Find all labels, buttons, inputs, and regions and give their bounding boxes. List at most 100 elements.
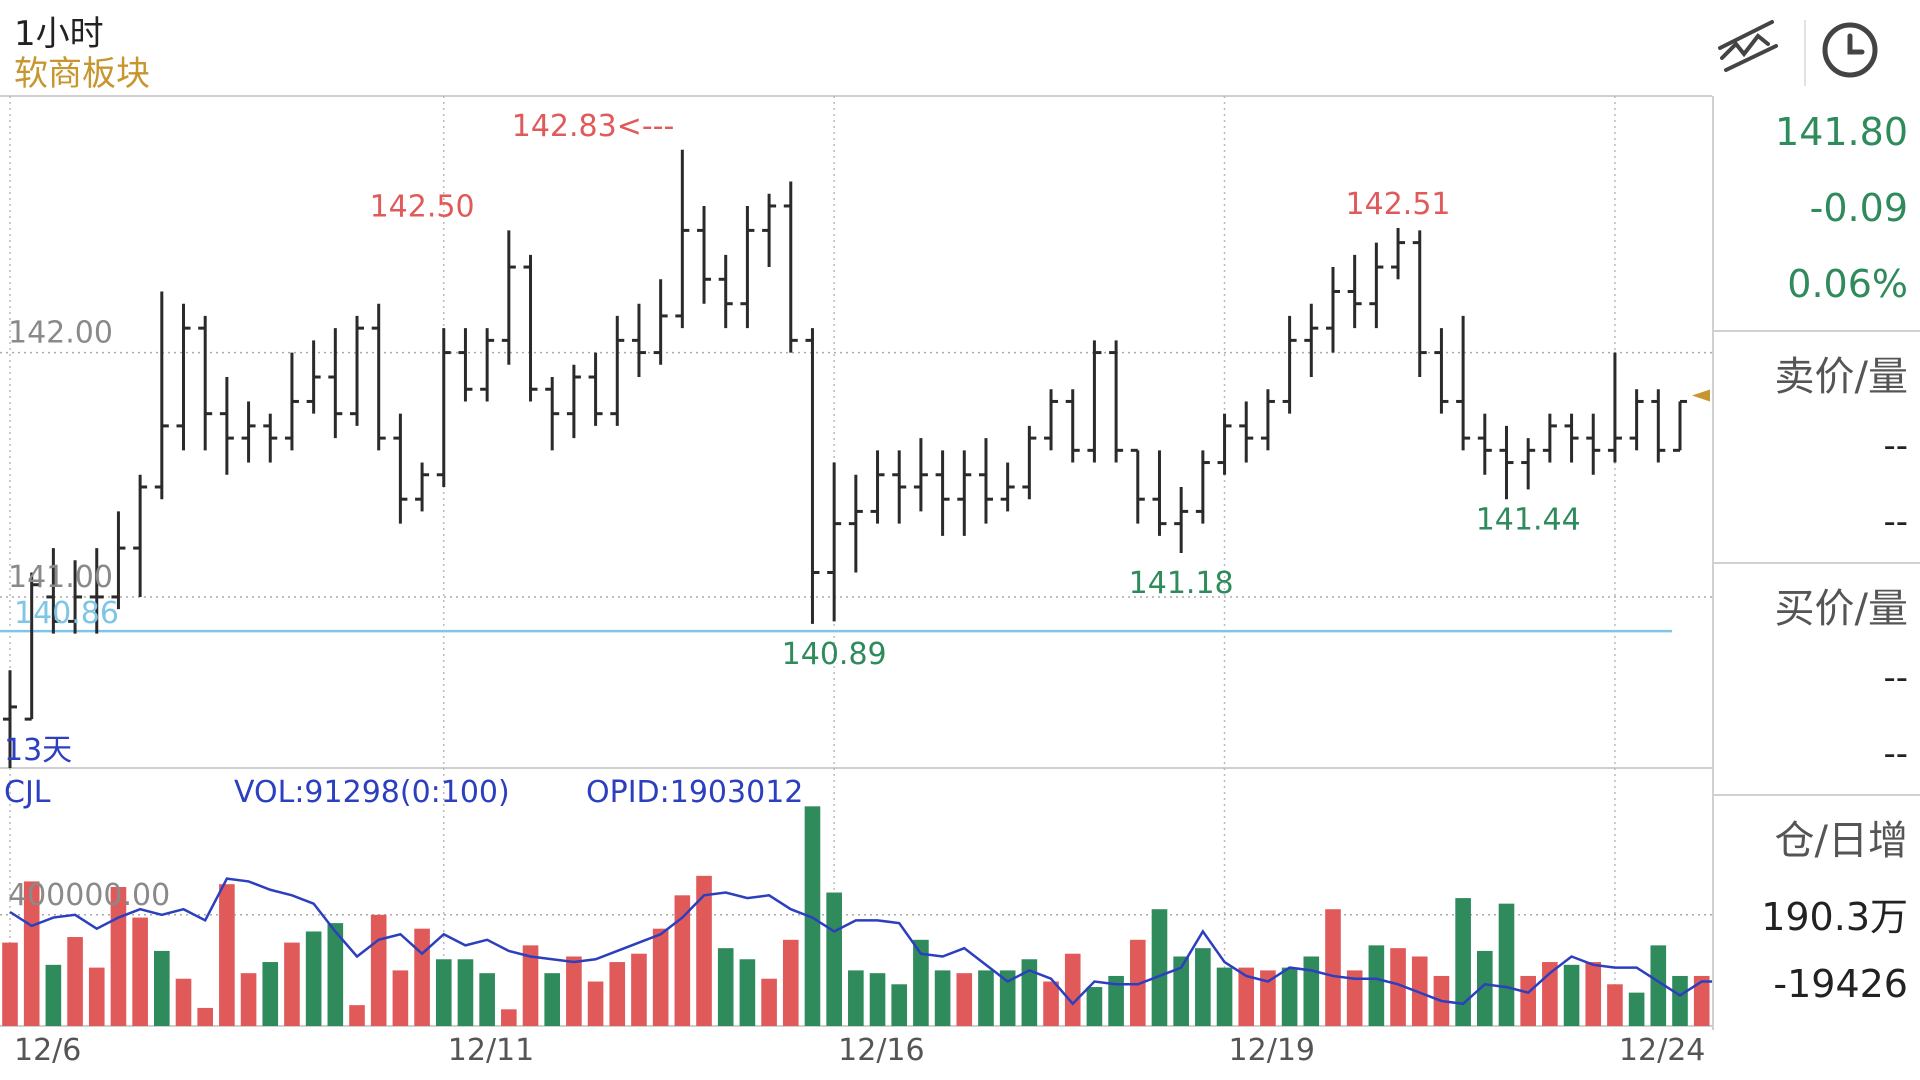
volume-bar: [696, 875, 712, 1026]
ohlc-bar: [1456, 315, 1471, 451]
ohlc-bar: [46, 548, 61, 634]
ohlc-bar: [350, 315, 365, 426]
ohlc-bar: [1174, 486, 1189, 553]
volume-bar: [1281, 967, 1298, 1026]
ohlc-bar: [935, 450, 950, 536]
ohlc-bar: [501, 230, 516, 365]
ohlc-bar: [284, 352, 299, 451]
ohlc-bar: [892, 450, 907, 524]
ohlc-bar: [870, 450, 885, 524]
bid-label: 买价/量: [1774, 586, 1908, 632]
days-label: 13天: [4, 733, 72, 768]
ohlc-bar: [111, 511, 126, 610]
volume-bar: [435, 959, 452, 1026]
ohlc-bar: [1239, 401, 1254, 463]
volume-tick-label: 400000.00: [8, 878, 170, 913]
volume-bar: [1520, 975, 1536, 1026]
volume-bar: [1216, 967, 1233, 1026]
volume-bar: [1368, 945, 1385, 1026]
volume-bar: [956, 973, 973, 1026]
ohlc-bar: [89, 548, 104, 634]
volume-bar: [1064, 953, 1081, 1026]
ohlc-bar: [1022, 425, 1037, 500]
ohlc-bar: [1673, 399, 1687, 452]
ohlc-bar: [1087, 340, 1102, 463]
ohlc-bar: [523, 254, 538, 402]
ohlc-bar: [848, 474, 863, 573]
drawing-tool-button[interactable]: [1712, 14, 1784, 86]
volume-bar: [566, 956, 582, 1026]
volume-label: VOL:91298(0:100): [234, 775, 510, 810]
volume-bar: [652, 928, 669, 1026]
x-tick-label: 12/24: [1619, 1033, 1705, 1068]
ohlc-bar: [1304, 303, 1319, 378]
ohlc-bar: [1651, 389, 1666, 463]
low-annotation: 140.89: [782, 637, 887, 672]
panel-divider: [1714, 330, 1920, 332]
ohlc-bar: [436, 328, 451, 487]
ohlc-bar: [545, 377, 560, 451]
volume-bar: [1693, 975, 1710, 1026]
volume-bar: [1129, 939, 1146, 1026]
volume-bar: [1151, 909, 1168, 1026]
volume-bar: [782, 939, 799, 1026]
ohlc-bar: [566, 364, 581, 439]
ohlc-bar: [805, 328, 820, 624]
volume-bar: [1043, 981, 1059, 1026]
ohlc-bar: [697, 205, 712, 304]
volume-bar: [1346, 970, 1363, 1026]
price-annotations: 142.83<--- 142.50 142.51 140.89 141.18 141.44…: [4, 109, 1710, 768]
volume-bar: [804, 806, 821, 1026]
ohlc-bar: [1586, 413, 1601, 475]
volume-bar: [1260, 970, 1276, 1026]
ohlc-bar: [1564, 413, 1579, 463]
ohlc-bar: [1260, 389, 1275, 451]
volume-bar: [1195, 948, 1211, 1026]
volume-bar: [1563, 964, 1580, 1026]
volume-bar: [717, 948, 734, 1026]
volume-bar: [1325, 909, 1341, 1026]
volume-bar: [262, 962, 279, 1026]
period-label[interactable]: 1小时: [14, 14, 104, 54]
volume-bar: [1455, 898, 1471, 1026]
volume-bar: [349, 1005, 365, 1026]
volume-bar: [544, 973, 561, 1026]
volume-bar: [197, 1007, 214, 1026]
volume-bars: [2, 806, 1712, 1026]
volume-bar: [132, 917, 148, 1026]
trend-lines-icon: [1718, 20, 1778, 72]
volume-bar: [848, 970, 864, 1026]
volume-bar: [1411, 956, 1428, 1026]
volume-bar: [1628, 992, 1645, 1026]
ohlc-bar: [610, 315, 625, 426]
volume-bar: [457, 959, 474, 1026]
ohlc-bar: [913, 438, 928, 512]
ohlc-bar: [415, 462, 430, 512]
volume-bar: [1498, 903, 1515, 1026]
volume-bar: [414, 928, 430, 1026]
clock-icon: [1822, 22, 1878, 78]
volume-bar: [522, 945, 539, 1026]
time-button[interactable]: [1814, 14, 1886, 86]
volume-trend-line: [9, 877, 1712, 1006]
ohlc-bar: [718, 254, 733, 329]
ohlc-bar: [1412, 230, 1427, 378]
price-change-percent: 0.06%: [1787, 262, 1908, 306]
ohlc-bar: [740, 205, 755, 329]
indicator-name-label: CJL: [4, 775, 51, 810]
last-price-marker: [1692, 389, 1710, 402]
volume-bar: [978, 970, 994, 1026]
ohlc-bar: [306, 340, 321, 414]
volume-bar: [23, 881, 40, 1026]
ohlc-bar: [1434, 328, 1449, 414]
ohlc-bar: [3, 670, 17, 768]
ohlc-bar: [1152, 450, 1167, 536]
ohlc-bar: [1065, 389, 1080, 463]
ohlc-bars: [3, 149, 1687, 768]
ohlc-bar: [1542, 413, 1557, 463]
volume-bar: [240, 973, 257, 1026]
volume-bar: [45, 964, 62, 1026]
volume-bar: [88, 967, 105, 1026]
chart-area[interactable]: 142.83<--- 142.50 142.51 140.89 141.18 141.44…: [0, 0, 1712, 1080]
volume-bar: [869, 973, 886, 1026]
